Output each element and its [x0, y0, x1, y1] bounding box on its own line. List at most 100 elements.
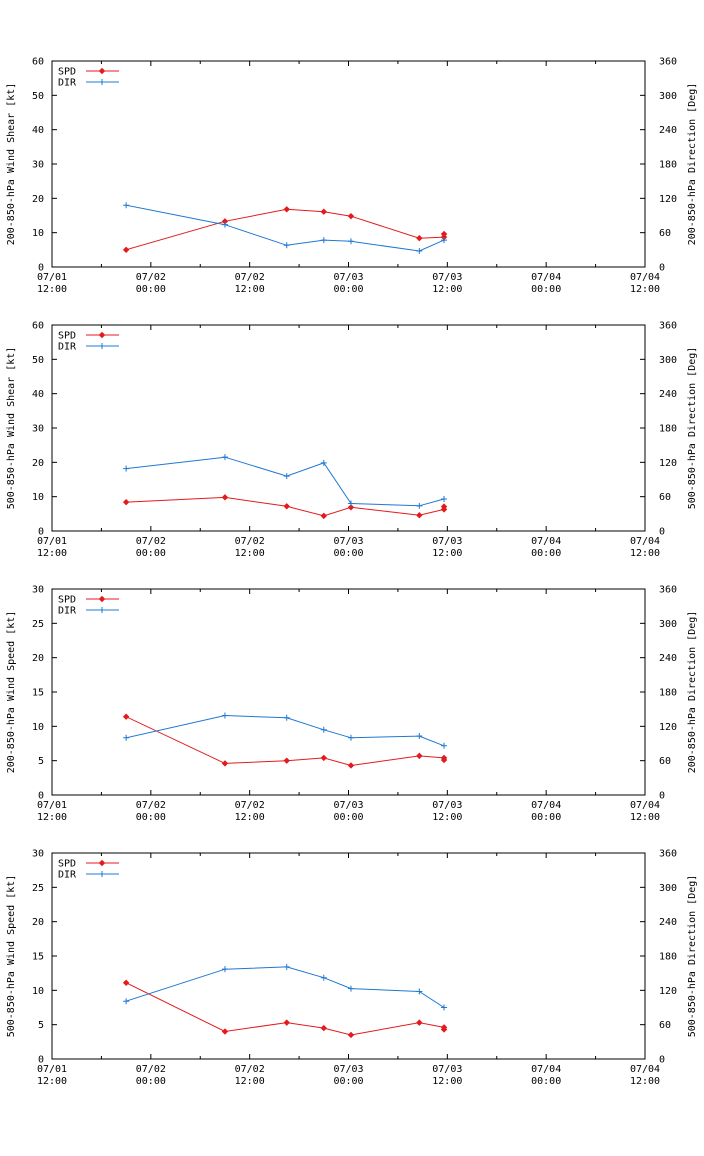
x-tick-label-date: 07/03	[333, 1064, 363, 1075]
x-tick-label-date: 07/01	[37, 536, 67, 547]
y-tick-label-left: 20	[32, 194, 44, 205]
series-line-spd	[125, 208, 445, 251]
spd-point	[283, 503, 290, 510]
y-tick-label-left: 25	[32, 619, 44, 630]
legend-label-spd: SPD	[58, 859, 76, 870]
dir-point	[221, 966, 228, 973]
legend-marker-dir	[99, 79, 105, 85]
y-tick-label-left: 20	[32, 653, 44, 664]
x-tick-label-date: 07/04	[531, 1064, 561, 1075]
spd-point	[416, 1019, 423, 1026]
x-tick-label-date: 07/04	[630, 536, 660, 547]
y-tick-label-left: 50	[32, 355, 44, 366]
y-tick-label-right: 60	[659, 1020, 671, 1031]
x-tick-label-time: 12:00	[432, 812, 462, 823]
x-tick-label-date: 07/04	[531, 272, 561, 283]
x-tick-label-time: 12:00	[37, 1076, 67, 1087]
chart-panel-2: 010203040506006012018024030036007/0112:0…	[6, 321, 698, 560]
x-tick-label-time: 00:00	[333, 812, 363, 823]
spd-point	[122, 979, 130, 986]
spd-point	[440, 756, 448, 764]
y-tick-label-right: 180	[659, 160, 677, 171]
y-axis-title-right: 200-850-hPa Direction [Deg]	[687, 83, 698, 246]
dir-point	[441, 742, 448, 749]
dir-point	[320, 459, 327, 466]
spd-point	[122, 498, 130, 506]
y-tick-label-left: 20	[32, 458, 44, 469]
chart-panel-1: 010203040506006012018024030036007/0112:0…	[6, 57, 698, 296]
dir-point	[221, 454, 228, 461]
x-tick-label-date: 07/02	[136, 536, 166, 547]
x-tick-label-date: 07/01	[37, 272, 67, 283]
x-tick-label-date: 07/02	[235, 1064, 265, 1075]
legend-marker-dir	[99, 871, 105, 877]
x-tick-label-date: 07/02	[235, 536, 265, 547]
y-tick-label-left: 30	[32, 424, 44, 435]
dir-point	[123, 465, 130, 472]
plot-frame	[51, 852, 646, 1060]
spd-point	[416, 511, 423, 519]
legend-label-spd: SPD	[58, 595, 76, 606]
spd-point	[347, 212, 355, 220]
dir-point	[283, 242, 290, 249]
x-tick-label-time: 12:00	[432, 548, 462, 559]
y-tick-label-left: 0	[38, 791, 44, 802]
x-tick-label-time: 12:00	[235, 284, 265, 295]
y-tick-label-right: 300	[659, 355, 677, 366]
dir-point	[283, 473, 290, 480]
dir-point	[347, 734, 354, 741]
x-tick-label-date: 07/03	[333, 272, 363, 283]
y-tick-label-left: 30	[32, 160, 44, 171]
y-tick-label-right: 240	[659, 389, 677, 400]
dir-point	[441, 237, 448, 244]
spd-point	[347, 504, 355, 511]
x-tick-label-time: 12:00	[432, 1076, 462, 1087]
y-tick-label-right: 120	[659, 722, 677, 733]
x-tick-label-date: 07/03	[432, 1064, 462, 1075]
y-tick-label-left: 60	[32, 57, 44, 68]
y-tick-label-right: 120	[659, 986, 677, 997]
series-line-dir	[126, 456, 445, 507]
y-tick-label-right: 360	[659, 57, 677, 68]
x-tick-label-time: 12:00	[37, 812, 67, 823]
y-tick-label-right: 240	[659, 125, 677, 136]
spd-point	[440, 1026, 448, 1033]
y-tick-label-right: 300	[659, 91, 677, 102]
series-line-spd	[125, 716, 445, 767]
y-tick-label-left: 10	[32, 722, 44, 733]
y-axis-title-right: 500-850-hPa Direction [Deg]	[687, 347, 698, 510]
x-tick-label-time: 00:00	[136, 548, 166, 559]
spd-point	[347, 762, 355, 769]
x-tick-label-date: 07/01	[37, 1064, 67, 1075]
y-tick-label-left: 30	[32, 585, 44, 596]
spd-point	[416, 752, 423, 760]
spd-point	[320, 754, 327, 762]
x-tick-label-date: 07/03	[333, 800, 363, 811]
dir-point	[416, 502, 423, 509]
x-tick-label-date: 07/04	[630, 272, 660, 283]
spd-point	[221, 760, 229, 767]
legend-label-spd: SPD	[58, 331, 76, 342]
legend-marker-spd	[98, 859, 106, 867]
chart-panel-4: 05101520253006012018024030036007/0112:00…	[6, 849, 698, 1088]
x-tick-label-date: 07/03	[432, 272, 462, 283]
x-tick-label-time: 12:00	[630, 284, 660, 295]
y-tick-label-right: 60	[659, 228, 671, 239]
dir-point	[347, 238, 354, 245]
y-axis-title-left: 200-850-hPa Wind Shear [kt]	[6, 83, 17, 246]
x-tick-label-time: 12:00	[630, 812, 660, 823]
x-tick-label-date: 07/01	[37, 800, 67, 811]
spd-point	[122, 713, 130, 720]
dir-point	[347, 500, 354, 507]
dir-point	[123, 998, 130, 1005]
y-axis-title-left: 500-850-hPa Wind Speed [kt]	[6, 875, 17, 1038]
y-tick-label-left: 40	[32, 389, 44, 400]
x-tick-label-date: 07/02	[136, 1064, 166, 1075]
x-tick-label-time: 12:00	[235, 812, 265, 823]
plot-frame	[51, 588, 646, 796]
series-line-dir	[125, 966, 445, 1008]
y-tick-label-right: 240	[659, 917, 677, 928]
legend-label-dir: DIR	[58, 78, 77, 89]
x-tick-label-date: 07/03	[333, 536, 363, 547]
